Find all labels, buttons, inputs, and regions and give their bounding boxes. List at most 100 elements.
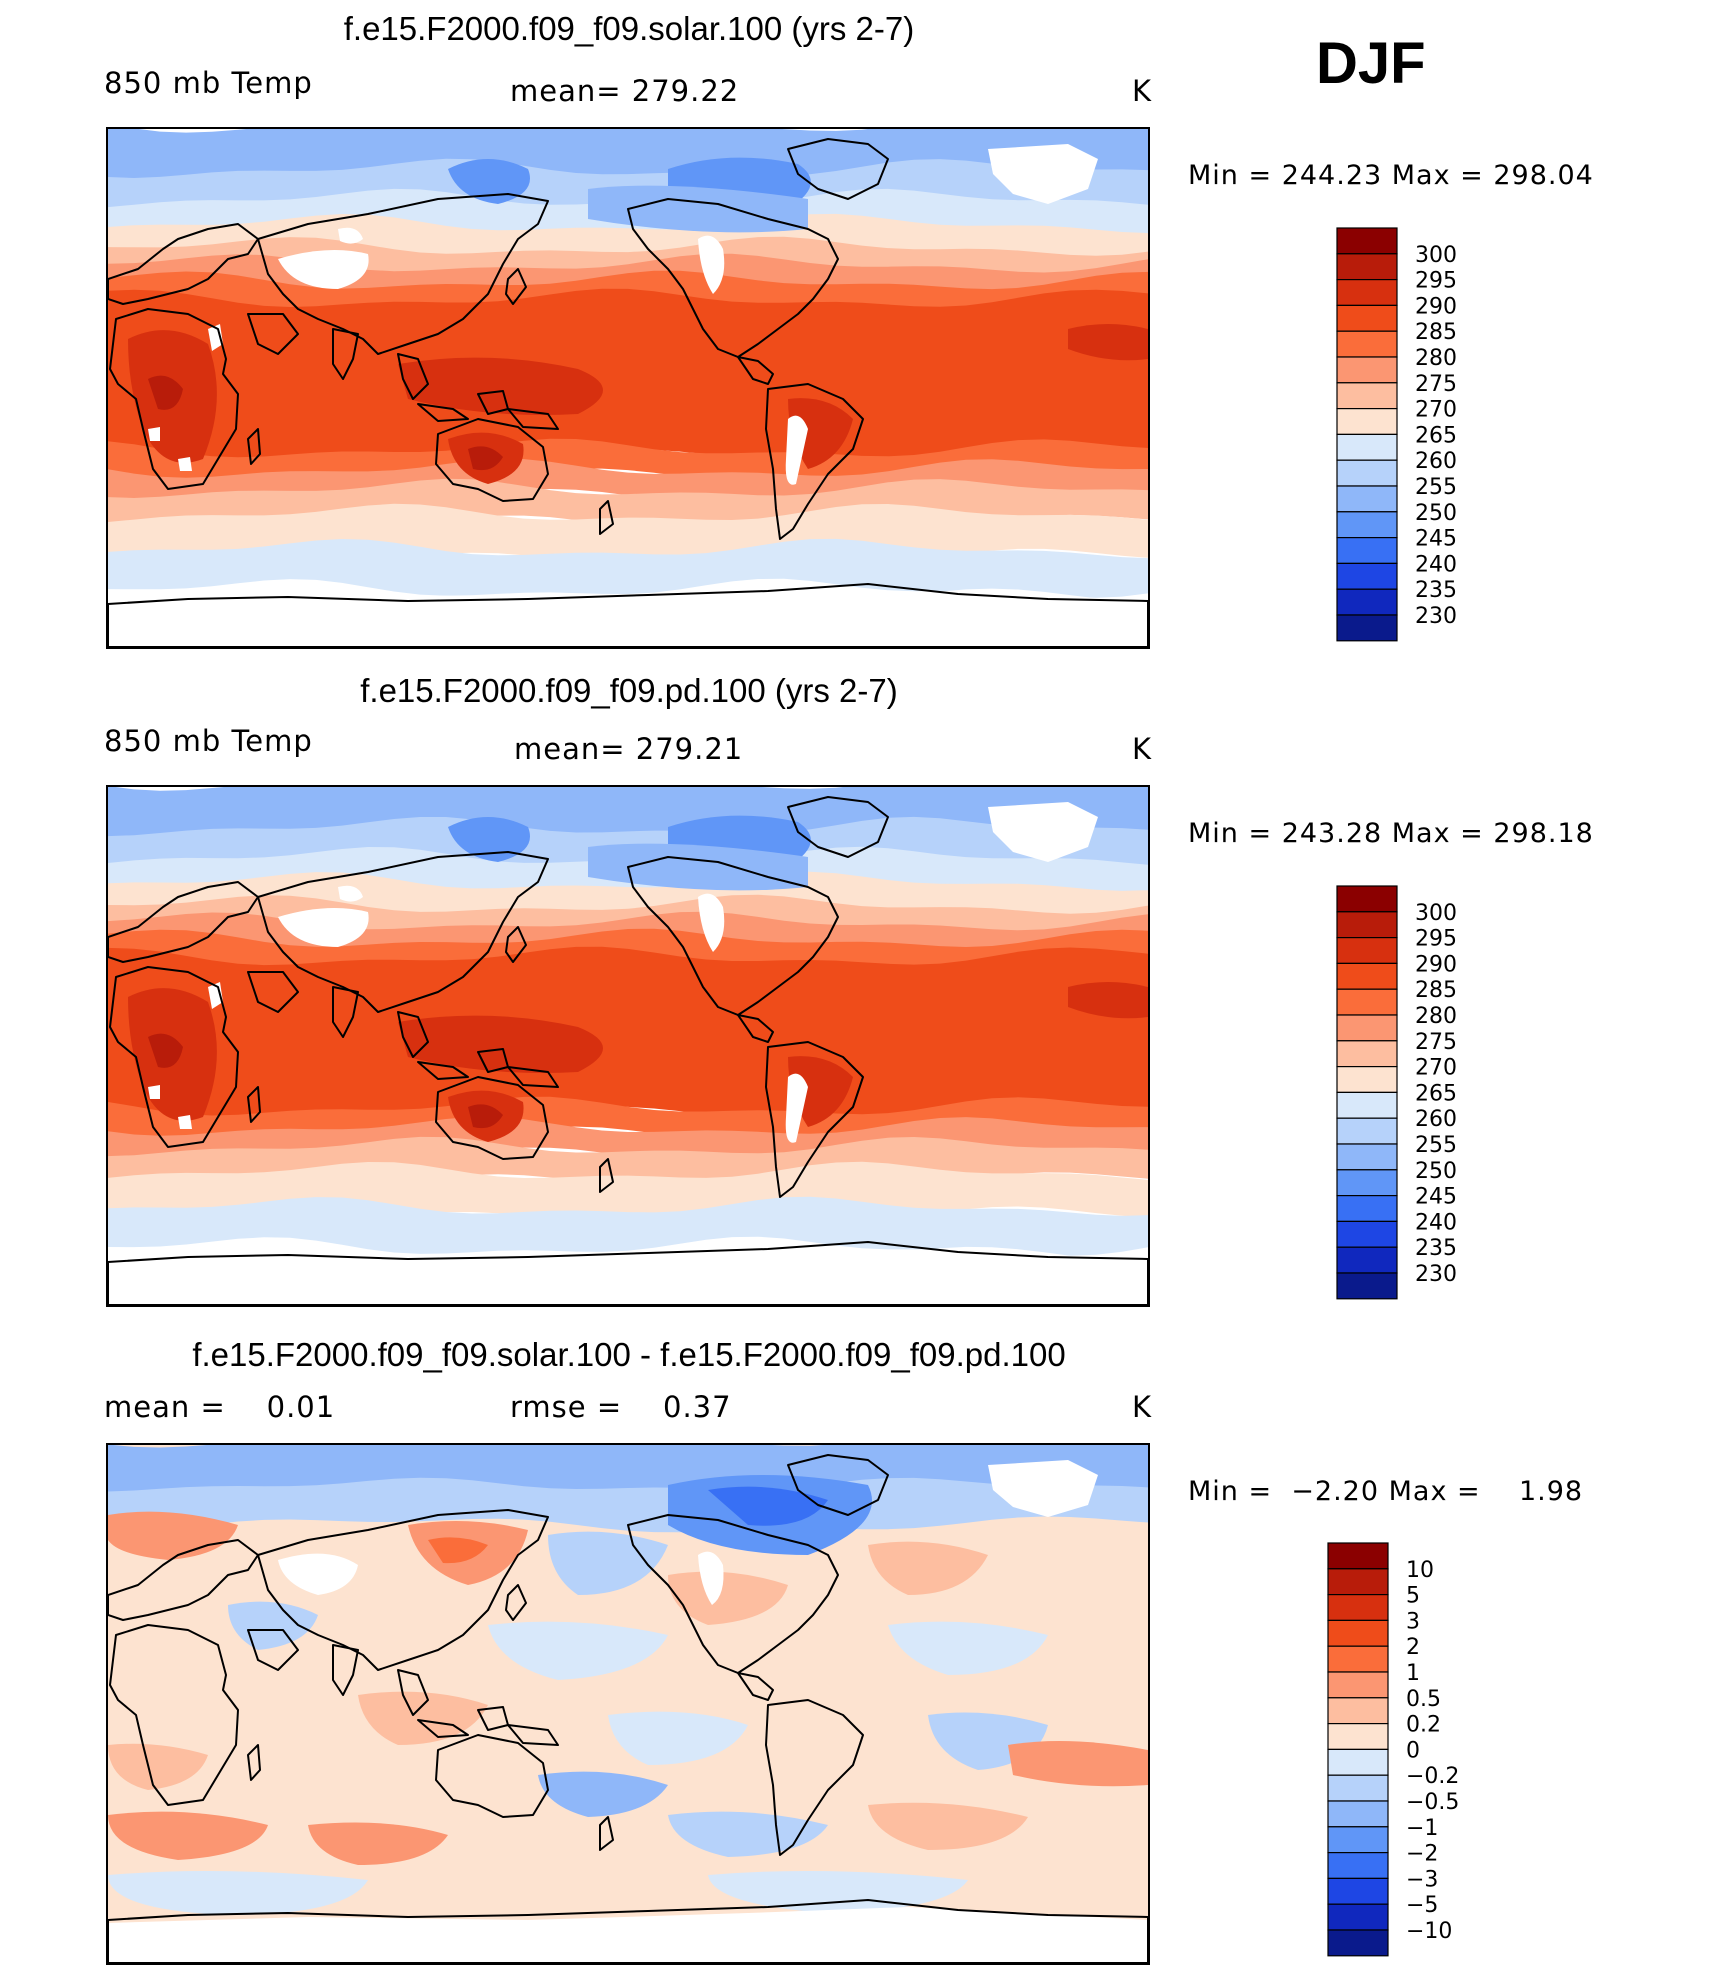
coastline-samerica	[765, 1699, 864, 1856]
warm-hotspot	[468, 446, 503, 471]
coastline-nz	[599, 1158, 614, 1193]
missing-data	[178, 457, 192, 471]
colorbar-3-box-14	[1327, 1903, 1389, 1931]
colorbar-3-label-8: −0.2	[1406, 1764, 1459, 1789]
colorbar-1-box-8	[1336, 433, 1398, 461]
colorbar-1-box-3	[1336, 304, 1398, 332]
diff-patch	[108, 1743, 208, 1790]
colorbar-1-label-3: 285	[1415, 320, 1457, 345]
colorbar-3-label-10: −1	[1406, 1816, 1438, 1841]
map-field	[108, 1445, 1148, 1963]
coastline-antarctica	[108, 583, 1148, 647]
colorbar-2-box-3	[1336, 962, 1398, 990]
panel-1-units: K	[1132, 74, 1153, 108]
diff-patch	[538, 1771, 668, 1817]
missing-data	[698, 893, 725, 952]
colorbar-3-label-7: 0	[1406, 1738, 1420, 1763]
colorbar-3-box-4	[1327, 1645, 1389, 1673]
colorbar-2-box-9	[1336, 1117, 1398, 1145]
coastline-arabia	[247, 971, 299, 1013]
missing-data	[148, 1085, 160, 1099]
coastline-namerica	[627, 856, 839, 1016]
warm-hotspot	[788, 1056, 853, 1127]
colorbar-1-label-10: 250	[1415, 501, 1457, 526]
coastline-africa	[109, 308, 239, 490]
coastline-australia	[435, 1734, 549, 1818]
warm-hotspot	[1068, 982, 1148, 1019]
colorbar-2-label-5: 275	[1415, 1030, 1457, 1055]
coastline-africa	[109, 966, 239, 1148]
panel-1-colorbar: 300 295 290 285 280 275 270 265 260 255 250 245 240 2…	[1336, 227, 1537, 648]
coastline-japan	[505, 268, 527, 305]
diff-patch	[608, 1711, 748, 1765]
coastline-png	[507, 1724, 559, 1746]
colorbar-2-label-6: 270	[1415, 1056, 1457, 1081]
coastline-namerica	[627, 198, 839, 358]
season-label: DJF	[1316, 31, 1426, 96]
colorbar-2-label-8: 260	[1415, 1107, 1457, 1132]
panel-3-mean-label: mean = 0.01	[104, 1390, 336, 1424]
coastline-japan	[505, 926, 527, 963]
coastline-australia	[435, 418, 549, 502]
colorbar-2-label-3: 285	[1415, 978, 1457, 1003]
panel-2-map-svg	[108, 787, 1148, 1305]
panel-1-mean-label: mean= 279.22	[510, 74, 740, 108]
coastline-australia	[435, 1076, 549, 1160]
diff-patch	[868, 1802, 1028, 1850]
warm-hotspot	[398, 357, 603, 415]
panel-2-mean-label: mean= 279.21	[514, 732, 744, 766]
coastline-madagascar	[247, 1086, 261, 1123]
diff-patch	[108, 1511, 238, 1560]
coastline-seasia	[397, 1011, 429, 1058]
colorbar-3-box-7	[1327, 1723, 1389, 1751]
coastline-arabia	[247, 313, 299, 355]
colorbar-3-label-6: 0.2	[1406, 1713, 1441, 1738]
diff-band	[108, 1477, 1148, 1533]
panel-1-variable-label: 850 mb Temp	[104, 66, 313, 100]
panel-3-units: K	[1132, 1390, 1153, 1424]
colorbar-2-label-12: 240	[1415, 1210, 1457, 1235]
colorbar-1-box-5	[1336, 356, 1398, 384]
colorbar-2-label-7: 265	[1415, 1081, 1457, 1106]
colorbar-1-box-14	[1336, 588, 1398, 616]
missing-data	[988, 1460, 1098, 1517]
coastline-seasia	[397, 353, 429, 400]
colorbar-2-label-0: 300	[1415, 901, 1457, 926]
panel-2-variable-label: 850 mb Temp	[104, 724, 313, 758]
panel-2-minmax: Min = 243.28 Max = 298.18	[1188, 818, 1594, 849]
colorbar-2-box-12	[1336, 1195, 1398, 1223]
colorbar-2-box-6	[1336, 1040, 1398, 1068]
colorbar-3-box-3	[1327, 1619, 1389, 1647]
panel-3-minmax: Min = −2.20 Max = 1.98	[1188, 1476, 1584, 1507]
diff-patch	[668, 1811, 828, 1857]
diff-patch	[668, 1571, 788, 1625]
colorbar-1-box-9	[1336, 459, 1398, 487]
diff-patch	[488, 1621, 668, 1680]
colorbar-1-label-2: 290	[1415, 294, 1457, 319]
panel-3-colorbar: 10 5 3 2 1 0.5 0.2 0 −0.2 −0.5 −1 −2 −3 −5 −10	[1327, 1542, 1538, 1963]
colorbar-2-label-1: 295	[1415, 927, 1457, 952]
colorbar-1-box-0	[1336, 227, 1398, 255]
panel-3-rmse-label: rmse = 0.37	[510, 1390, 732, 1424]
map-field	[108, 787, 1148, 1305]
colorbar-1-box-2	[1336, 278, 1398, 306]
colorbar-3-label-1: 5	[1406, 1584, 1420, 1609]
colorbar-2-label-4: 280	[1415, 1004, 1457, 1029]
colorbar-3-box-6	[1327, 1697, 1389, 1725]
colorbar-2-box-13	[1336, 1220, 1398, 1248]
diff-patch	[868, 1541, 988, 1595]
coastline-antarctica	[108, 1899, 1148, 1963]
colorbar-1-label-7: 265	[1415, 423, 1457, 448]
missing-data	[785, 1073, 808, 1143]
colorbar-3-box-0	[1327, 1542, 1389, 1570]
colorbar-3-label-2: 3	[1406, 1609, 1420, 1634]
colorbar-2-label-9: 255	[1415, 1133, 1457, 1158]
colorbar-2-box-5	[1336, 1014, 1398, 1042]
cold-pocket	[448, 159, 530, 204]
colorbar-1-label-5: 275	[1415, 372, 1457, 397]
coastline-japan	[505, 1584, 527, 1621]
colorbar-3-label-0: 10	[1406, 1558, 1434, 1583]
colorbar-1-box-1	[1336, 253, 1398, 281]
colorbar-2-label-13: 235	[1415, 1236, 1457, 1261]
coastline-camerica	[737, 1014, 774, 1043]
